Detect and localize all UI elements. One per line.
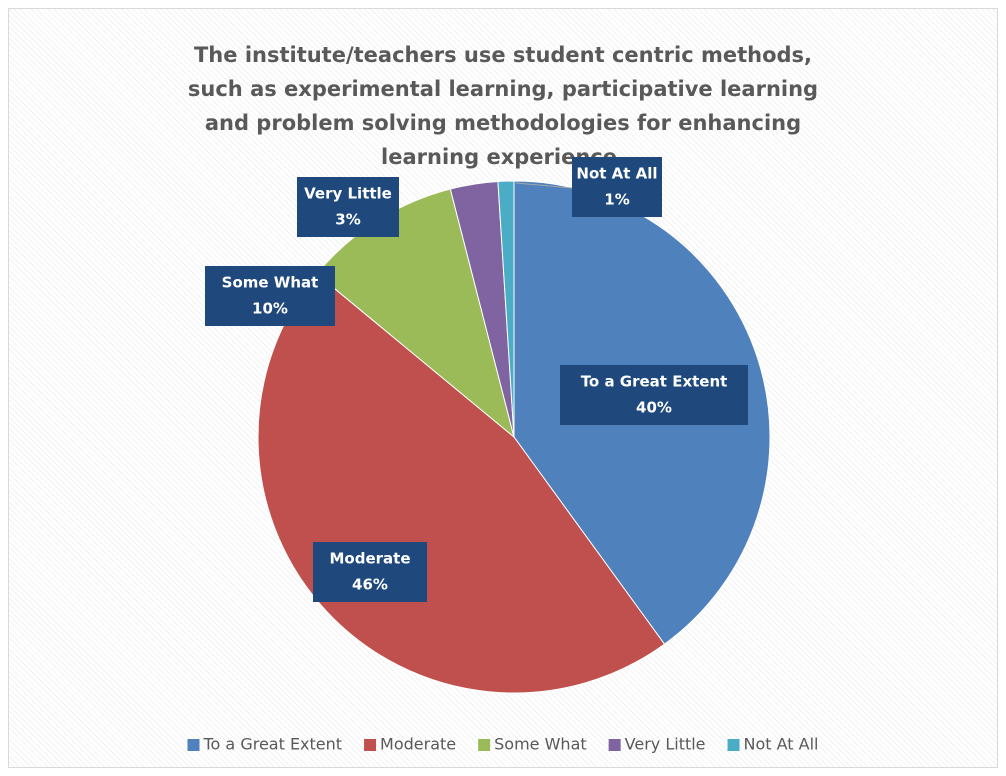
data-label-box	[313, 542, 427, 602]
pie-slice	[497, 180, 515, 438]
legend-label: To a Great Extent	[202, 735, 342, 754]
data-label-value: 40%	[636, 399, 672, 417]
legend: To a Great Extent Moderate Some What Very L…	[187, 735, 819, 754]
legend-swatch	[478, 739, 491, 751]
legend-swatch	[364, 739, 377, 751]
data-label-category: Not At All	[576, 165, 657, 183]
data-label-value: 46%	[352, 576, 388, 594]
data-label-value: 10%	[252, 300, 288, 318]
data-label-box	[560, 365, 748, 425]
chart-title: The institute/teachers use student centr…	[187, 43, 819, 169]
legend-label: Very Little	[625, 735, 706, 754]
data-label-category: Very Little	[304, 185, 392, 203]
data-label-box	[205, 266, 335, 326]
data-label-category: To a Great Extent	[581, 373, 728, 391]
data-label-value: 1%	[604, 191, 629, 209]
legend-label: Moderate	[380, 735, 456, 754]
leader-line	[515, 182, 573, 189]
legend-swatch	[187, 739, 200, 751]
data-label-category: Some What	[222, 274, 319, 292]
legend-label: Some What	[494, 735, 587, 754]
data-label-box	[297, 177, 399, 237]
legend-label: Not At All	[744, 735, 819, 754]
data-label-value: 3%	[335, 211, 360, 229]
legend-swatch	[608, 739, 621, 751]
data-label-category: Moderate	[329, 550, 410, 568]
data-label-box	[572, 157, 662, 217]
legend-swatch	[727, 739, 740, 751]
